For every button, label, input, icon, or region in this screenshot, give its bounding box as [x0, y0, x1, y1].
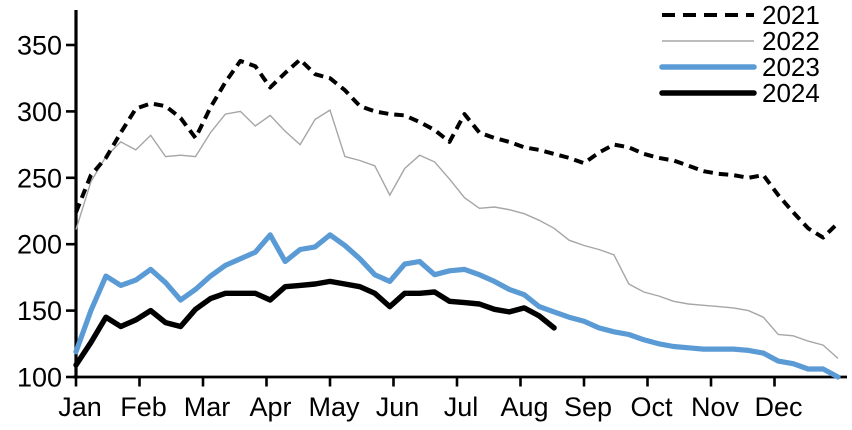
- series-2024-line: [73, 278, 557, 368]
- y-tick-label: 250: [17, 163, 62, 193]
- series-2022-line: [75, 109, 839, 359]
- y-tick-label: 100: [17, 363, 62, 393]
- x-tick-label: Nov: [691, 392, 740, 422]
- x-tick-label: Feb: [120, 392, 167, 422]
- x-tick-label: Mar: [184, 392, 231, 422]
- legend-2021-label: 2021: [762, 0, 820, 30]
- series-2023-line: [73, 232, 841, 380]
- x-tick-label: May: [308, 392, 360, 422]
- x-tick-label: Sep: [564, 392, 612, 422]
- legend-2023-label: 2023: [762, 52, 820, 82]
- legend-2022-label: 2022: [762, 26, 820, 56]
- y-tick-label: 350: [17, 31, 62, 61]
- x-axis-ticks: Jan Feb Mar Apr May Jun Jul Aug Sep Oct Nov Dec: [58, 377, 803, 422]
- y-tick-label: 150: [17, 296, 62, 326]
- series-2021-line: [74, 57, 840, 240]
- x-tick-label: Oct: [630, 392, 673, 422]
- y-tick-label: 200: [17, 230, 62, 260]
- y-tick-label: 300: [17, 97, 62, 127]
- x-tick-label: Dec: [754, 392, 802, 422]
- x-tick-label: Jun: [376, 392, 420, 422]
- legend-2024-label: 2024: [762, 78, 820, 108]
- x-tick-label: Apr: [249, 392, 291, 422]
- legend: 2021 2022 2023 2024: [659, 0, 820, 108]
- x-tick-label: Aug: [500, 392, 548, 422]
- y-axis-ticks: 100 150 200 250 300 350: [17, 31, 76, 393]
- x-tick-label: Jan: [58, 392, 102, 422]
- x-tick-label: Jul: [444, 392, 479, 422]
